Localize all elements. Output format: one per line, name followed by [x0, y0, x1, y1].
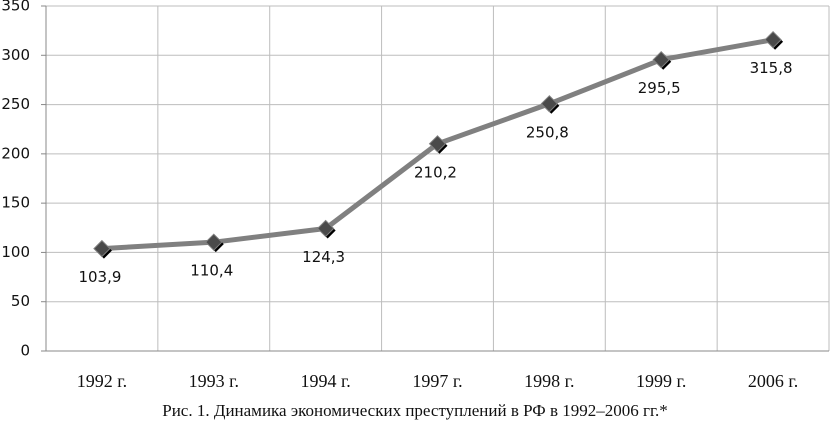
y-tick-label: 300 [1, 46, 30, 64]
chart-title: Рис. 1. Динамика экономических преступле… [162, 401, 668, 420]
y-tick-label: 200 [1, 144, 30, 162]
marker [428, 135, 447, 153]
y-tick-label: 350 [1, 0, 30, 15]
data-label: 250,8 [526, 123, 569, 141]
marker [205, 233, 223, 251]
y-tick-label: 0 [20, 342, 30, 360]
marker [316, 219, 335, 238]
marker [93, 239, 111, 258]
y-tick-label: 250 [1, 95, 30, 113]
x-tick-label: 1992 г. [77, 371, 127, 391]
x-tick-label: 2006 г. [748, 371, 798, 391]
y-tick-label: 50 [11, 292, 30, 310]
x-tick-label: 1994 г. [300, 371, 350, 391]
x-tick-label: 1999 г. [636, 371, 686, 391]
data-label: 110,4 [190, 262, 233, 280]
x-tick-label: 1993 г. [189, 371, 239, 391]
data-label: 103,9 [78, 268, 121, 286]
data-label: 295,5 [638, 79, 681, 97]
marker [540, 95, 559, 113]
data-label: 210,2 [414, 163, 457, 181]
data-label: 315,8 [750, 59, 793, 77]
y-tick-label: 150 [1, 194, 30, 212]
marker [764, 31, 782, 49]
x-tick-label: 1998 г. [524, 371, 574, 391]
y-tick-label: 100 [1, 243, 30, 261]
x-tick-label: 1997 г. [412, 371, 462, 391]
data-label: 124,3 [302, 248, 345, 266]
marker [652, 51, 670, 69]
